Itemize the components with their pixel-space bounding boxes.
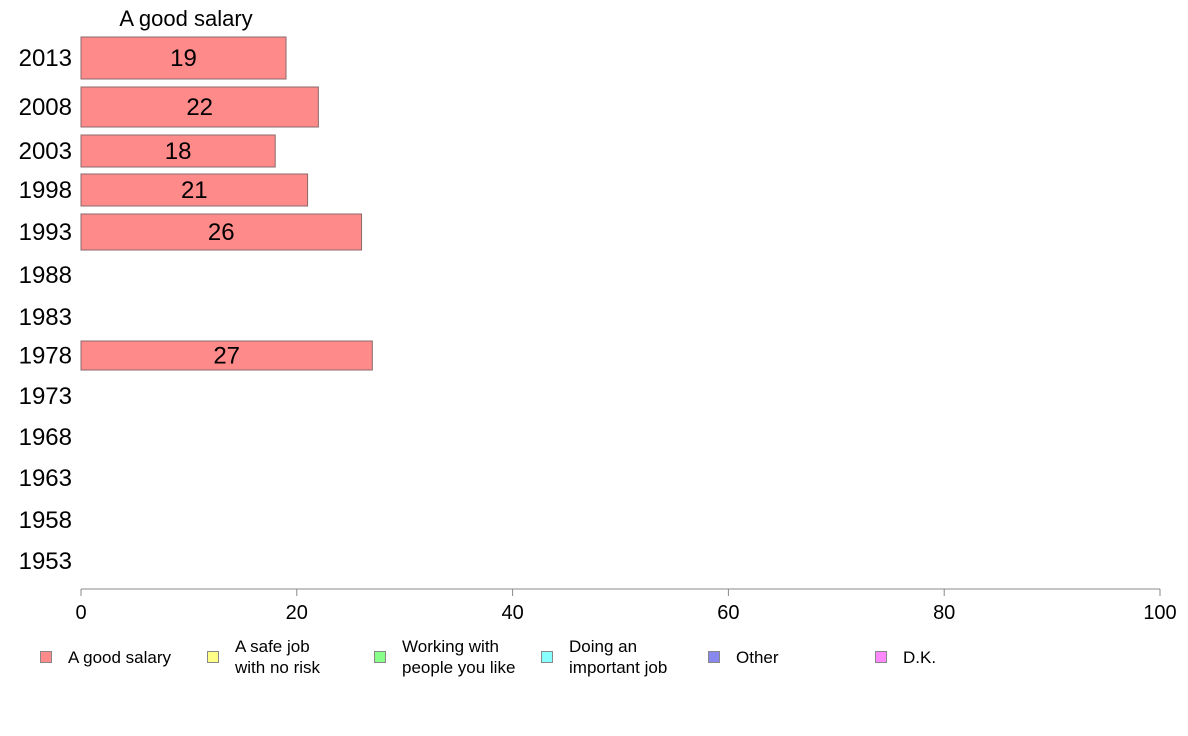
legend: A good salary A safe job with no risk Work…: [0, 636, 1188, 696]
legend-swatch: [207, 651, 219, 663]
legend-item: Doing an important job: [541, 636, 667, 678]
legend-label: D.K.: [903, 647, 937, 667]
legend-swatch: [875, 651, 887, 663]
legend-swatch: [374, 651, 386, 663]
legend-item: D.K.: [875, 636, 936, 678]
legend-label: A safe job with no risk: [235, 637, 321, 677]
legend-label: A good salary: [68, 647, 172, 667]
y-tick-label: 1983: [19, 304, 72, 331]
chart-title: A good salary: [119, 6, 252, 31]
x-tick-label: 40: [501, 602, 523, 624]
x-tick-label: 100: [1143, 602, 1176, 624]
bar: [80, 213, 363, 251]
y-tick-label: 1968: [19, 424, 72, 451]
y-tick-label: 2013: [19, 45, 72, 72]
bar: [80, 36, 287, 80]
legend-item: A safe job with no risk: [207, 636, 320, 678]
y-tick-label: 1993: [19, 219, 72, 246]
legend-label: Other: [736, 647, 779, 667]
x-tick-label: 0: [75, 602, 86, 624]
legend-swatch: [541, 651, 553, 663]
y-tick-label: 1998: [19, 177, 72, 204]
bar: [80, 340, 373, 371]
bar-value-label: 18: [165, 138, 192, 165]
bar-value-label: 26: [208, 219, 235, 246]
bar-value-label: 19: [170, 45, 197, 72]
legend-swatch: [708, 651, 720, 663]
y-tick-label: 1988: [19, 262, 72, 289]
legend-item: Working with people you like: [374, 636, 515, 678]
bar: [80, 173, 309, 207]
y-tick-label: 1963: [19, 465, 72, 492]
y-tick-label: 2003: [19, 138, 72, 165]
legend-swatch: [40, 651, 52, 663]
y-tick-label: 1958: [19, 507, 72, 534]
bar: [80, 134, 276, 168]
bar-value-label: 21: [181, 177, 208, 204]
legend-label: Working with people you like: [402, 637, 516, 677]
y-tick-label: 1973: [19, 383, 72, 410]
legend-label: Doing an important job: [569, 637, 668, 677]
bar-value-label: 22: [186, 94, 213, 121]
x-tick-label: 60: [717, 602, 739, 624]
bar: [80, 86, 319, 128]
legend-item: Other: [708, 636, 779, 678]
bar-value-label: 27: [213, 343, 240, 370]
x-tick-label: 80: [933, 602, 955, 624]
y-tick-label: 1953: [19, 548, 72, 575]
x-tick-label: 20: [286, 602, 308, 624]
y-tick-label: 1978: [19, 343, 72, 370]
legend-item: A good salary: [40, 636, 171, 678]
y-tick-label: 2008: [19, 94, 72, 121]
